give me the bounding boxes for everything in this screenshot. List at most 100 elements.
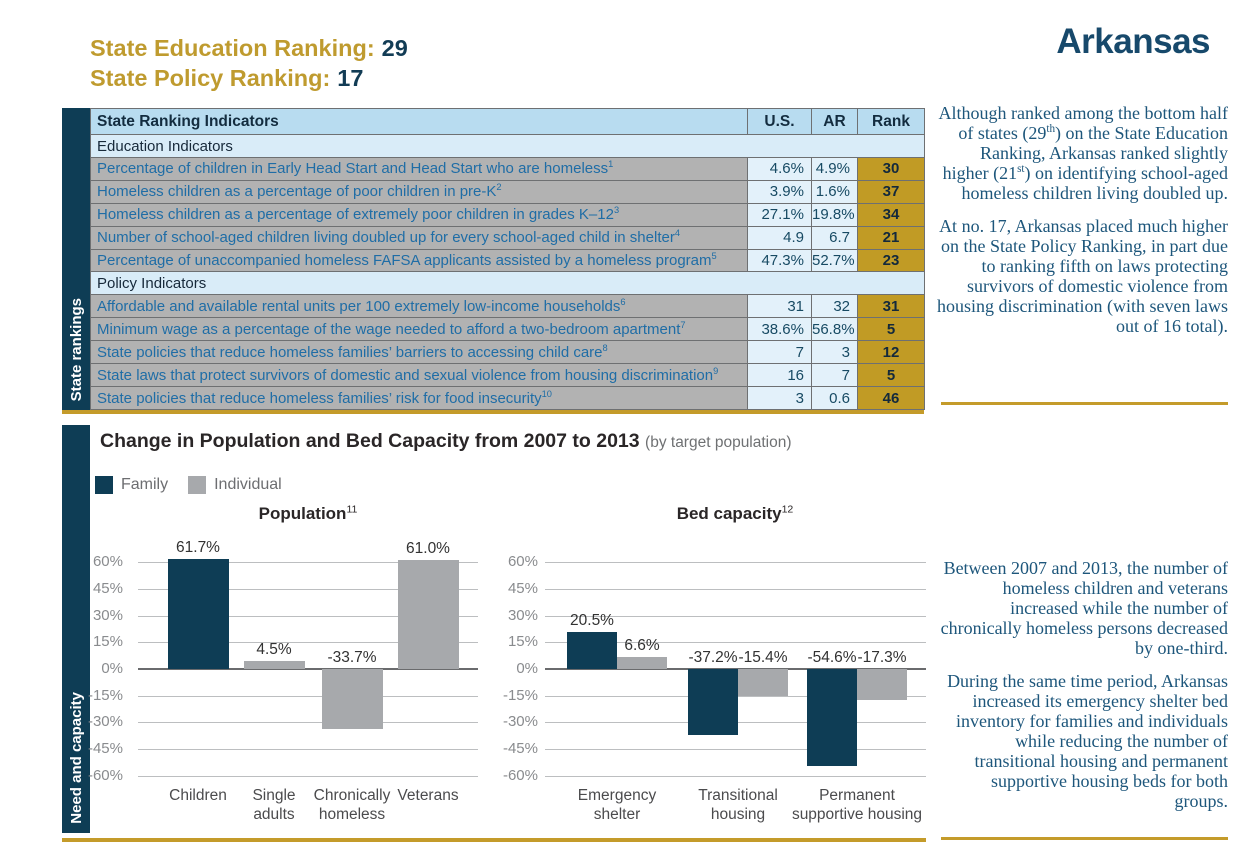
y-tick-label: -45% [502,740,538,758]
category-label: Veterans [397,787,459,804]
indicator-cell: Percentage of unaccompanied homeless FAF… [90,248,748,273]
us-value-cell: 47.3% [747,248,812,273]
legend-label-individual: Individual [214,476,282,493]
legend-swatch-individual [188,476,207,494]
grid-line [138,562,478,563]
bar-value-label: -17.3% [857,649,907,666]
rank-cell: 31 [857,294,925,319]
us-value-cell: 38.6% [747,317,812,342]
education-ranking-label: State Education Ranking: [90,35,375,61]
policy-ranking-value: 17 [337,65,364,91]
education-ranking-value: 29 [381,35,408,61]
y-tick-label: -30% [87,713,123,731]
rank-cell: 23 [857,248,925,273]
table-section-label: Policy Indicators [90,271,925,296]
bar-value-label: 4.5% [256,640,292,658]
grid-line [138,642,478,644]
y-tick-label: -30% [502,713,538,731]
bar-value-label: 61.0% [406,540,450,558]
gold-rule-table [62,410,924,414]
ar-value-cell: 3 [811,340,858,365]
col-header-indicators: State Ranking Indicators [90,108,748,135]
y-tick-label: 15% [507,633,538,651]
bar-value-label: -54.6% [807,649,857,666]
indicator-cell: State laws that protect survivors of dom… [90,363,748,388]
table-row: Percentage of unaccompanied homeless FAF… [90,248,925,273]
grid-line [138,749,478,751]
us-value-cell: 31 [747,294,812,319]
gold-rule-charts [62,838,926,842]
indicator-cell: Homeless children as a percentage of poo… [90,179,748,204]
grid-line [138,722,478,724]
us-value-cell: 16 [747,363,812,388]
bar-value-label: 20.5% [570,612,614,630]
section-tab-need-capacity: Need and capacity [62,425,90,833]
commentary-bottom: Between 2007 and 2013, the number of hom… [935,558,1228,824]
bar-individual [243,660,305,669]
rank-cell: 46 [857,386,925,410]
grid-line [545,775,926,777]
grid-line [138,668,478,670]
y-tick-label: 0% [101,660,123,677]
indicator-cell: State policies that reduce homeless fami… [90,386,748,410]
commentary-paragraph: During the same time period, Arkansas in… [947,671,1228,811]
commentary-top: Although ranked among the bottom half of… [935,103,1228,349]
chart-legend: Family Individual [95,476,302,494]
grid-line [545,642,926,644]
grid-line [545,588,926,590]
us-value-cell: 7 [747,340,812,365]
rank-cell: 37 [857,179,925,204]
us-value-cell: 4.9 [747,225,812,250]
ar-value-cell: 19.8% [811,202,858,227]
col-header-rank: Rank [857,108,925,135]
page-title-state: Arkansas [1056,22,1210,61]
indicator-cell: State policies that reduce homeless fami… [90,340,748,365]
bar-individual [617,657,667,669]
ranking-table: State Ranking Indicators U.S. AR Rank Educat… [90,108,925,410]
indicator-cell: Homeless children as a percentage of ext… [90,202,748,227]
ar-value-cell: 52.7% [811,248,858,273]
chart-subtitle: Bed capacity12 [676,503,794,523]
legend-label-family: Family [121,476,169,493]
chart-section-title-main: Change in Population and Bed Capacity fr… [100,430,640,452]
grid-line [545,749,926,751]
section-tab-state-rankings-label: State rankings [67,297,85,401]
grid-line [138,615,478,617]
category-label: Emergency shelter [577,787,657,823]
category-label: Transitional housing [698,787,778,823]
table-section-row: Education Indicators [90,134,925,158]
bar-value-label: 61.7% [176,538,220,556]
rank-cell: 34 [857,202,925,227]
rank-cell: 12 [857,340,925,365]
table-row: Number of school-aged children living do… [90,225,925,250]
table-row: Minimum wage as a percentage of the wage… [90,317,925,342]
ar-value-cell: 1.6% [811,179,858,204]
bar-family [807,669,857,767]
rank-cell: 5 [857,363,925,388]
policy-ranking-line: State Policy Ranking: 17 [90,63,408,93]
us-value-cell: 27.1% [747,202,812,227]
rank-cell: 5 [857,317,925,342]
category-label: Chronically homeless [313,787,391,823]
bar-individual [321,669,383,730]
y-tick-label: 45% [507,579,538,597]
table-row: Homeless children as a percentage of ext… [90,202,925,227]
commentary-paragraph: Between 2007 and 2013, the number of hom… [940,558,1228,658]
category-label: Permanent supportive housing [791,787,923,823]
bar-value-label: -15.4% [738,649,788,666]
us-value-cell: 3.9% [747,179,812,204]
grid-line [545,615,926,617]
y-tick-label: 60% [507,553,538,570]
grid-line [138,588,478,590]
bar-value-label: -37.2% [688,649,738,666]
chart-subtitle: Population11 [258,503,358,523]
ar-value-cell: 0.6 [811,386,858,410]
y-tick-label: 0% [516,660,538,677]
us-value-cell: 4.6% [747,157,812,181]
y-tick-label: -60% [502,766,538,784]
rank-cell: 21 [857,225,925,250]
y-tick-label: 15% [92,633,123,651]
section-tab-state-rankings: State rankings [62,108,90,410]
y-tick-label: 30% [507,606,538,624]
